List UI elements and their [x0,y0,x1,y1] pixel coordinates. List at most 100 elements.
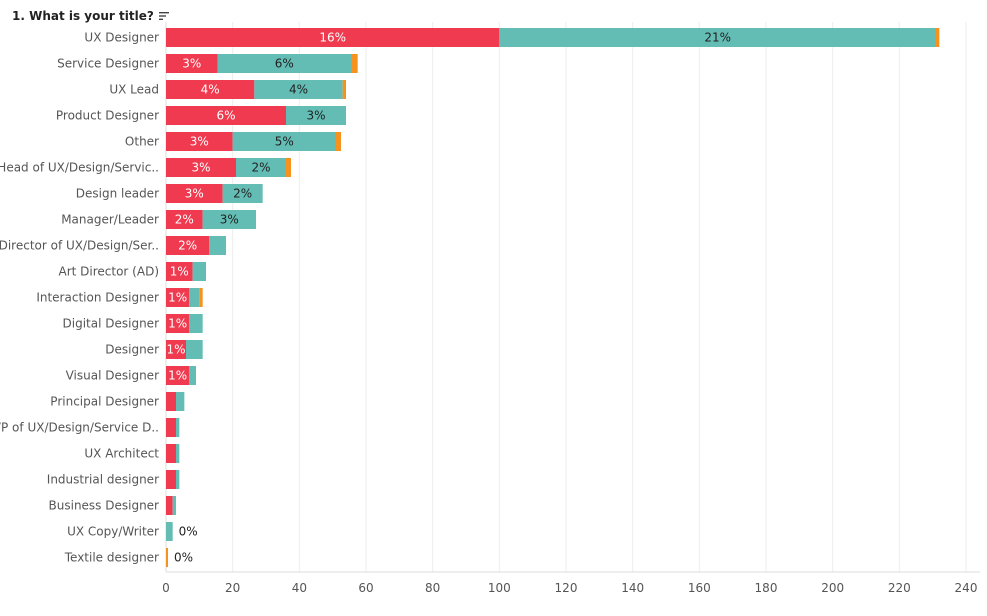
x-tick-label: 240 [955,581,978,595]
data-label: 16% [319,31,346,45]
bar-segment-orange [286,158,291,177]
bar-segment-teal [236,158,286,177]
bar-segment-red [166,184,223,203]
data-label: 6% [275,57,294,71]
x-tick-label: 20 [225,581,240,595]
data-label: 3% [306,109,325,123]
category-label: Product Designer [56,109,159,123]
category-label: Interaction Designer [36,291,159,305]
bar-segment-red [166,80,255,99]
x-tick-label: 140 [621,581,644,595]
x-tick-label: 200 [821,581,844,595]
category-label: Business Designer [49,499,160,513]
data-label: 1% [166,343,185,357]
bar-segment-teal [222,184,263,203]
bar-segment-red [166,262,193,281]
category-label: Principal Designer [50,395,159,409]
bar-segment-red [166,366,190,385]
bar-segment-teal [176,444,180,463]
category-label: UX Designer [84,31,159,45]
bar-segment-teal [176,418,180,437]
bar-segment-orange [936,28,940,47]
bar-segment-teal [189,288,200,307]
chart-header: 1. What is your title? [12,8,170,24]
data-label: 0% [179,525,198,539]
bar-segment-teal [209,236,226,255]
bar-segment-red [166,392,176,411]
data-label: 2% [175,213,194,227]
bar-segment-teal [202,210,256,229]
category-label: Visual Designer [66,369,159,383]
x-tick-label: 220 [888,581,911,595]
x-tick-label: 160 [688,581,711,595]
data-label: 3% [185,187,204,201]
data-label: 2% [233,187,252,201]
category-label: UX Lead [109,83,159,97]
bar-segment-orange [336,132,341,151]
bar-segment-teal [192,262,206,281]
category-label: Digital Designer [63,317,160,331]
bar-segment-red [166,314,190,333]
data-label: 1% [168,317,187,331]
category-label: Manager/Leader [61,213,159,227]
data-label: 3% [191,161,210,175]
bar-segment-red [166,470,176,489]
data-label: 3% [182,57,201,71]
data-label: 3% [190,135,209,149]
category-label: Other [125,135,159,149]
bar-segment-red [166,210,203,229]
data-label: 0% [174,551,193,565]
bar-segment-red [166,158,236,177]
data-label: 1% [168,291,187,305]
category-label: Designer [105,343,159,357]
bar-segment-red [166,236,210,255]
bar-segment-teal [176,392,185,411]
data-label: 2% [178,239,197,253]
bar-segment-red [166,28,500,47]
data-label: 6% [216,109,235,123]
bar-segment-orange [199,288,203,307]
data-label: 4% [289,83,308,97]
data-label: 21% [704,31,731,45]
bar-segment-orange [166,548,168,567]
bar-segment-orange [351,54,358,73]
category-label: UX Architect [84,447,159,461]
bar-segment-red [166,288,190,307]
bar-segment-teal [166,522,173,541]
x-tick-label: 180 [755,581,778,595]
bar-segment-red [166,444,176,463]
bar-segment-red [166,418,176,437]
category-label: Head of UX/Design/Servic.. [0,161,159,175]
category-label: Director of UX/Design/Ser.. [0,239,159,253]
x-tick-label: 120 [555,581,578,595]
data-label: 2% [251,161,270,175]
bar-segment-teal [217,54,351,73]
category-label: Industrial designer [47,473,159,487]
bar-segment-teal [186,340,203,359]
category-label: Textile designer [64,551,159,565]
category-label: VP of UX/Design/Service D.. [0,421,159,435]
bar-segment-red [166,340,186,359]
category-label: Design leader [76,187,159,201]
bar-segment-orange [342,80,346,99]
bar-segment-red [166,106,286,125]
bar-segment-teal [189,366,196,385]
chart-title: 1. What is your title? [12,9,154,23]
bar-segment-teal [176,470,180,489]
bar-segment-teal [254,80,343,99]
data-label: 1% [170,265,189,279]
sort-descending-icon[interactable] [158,10,170,22]
x-tick-label: 100 [488,581,511,595]
data-label: 5% [275,135,294,149]
bar-segment-teal [499,28,936,47]
category-label: Service Designer [57,57,159,71]
data-label: 1% [168,369,187,383]
bar-segment-red [166,54,218,73]
bar-segment-red [166,132,233,151]
data-label: 3% [220,213,239,227]
data-label: 4% [201,83,220,97]
bar-segment-teal [189,314,203,333]
x-tick-label: 40 [292,581,307,595]
bar-segment-red [166,496,173,515]
